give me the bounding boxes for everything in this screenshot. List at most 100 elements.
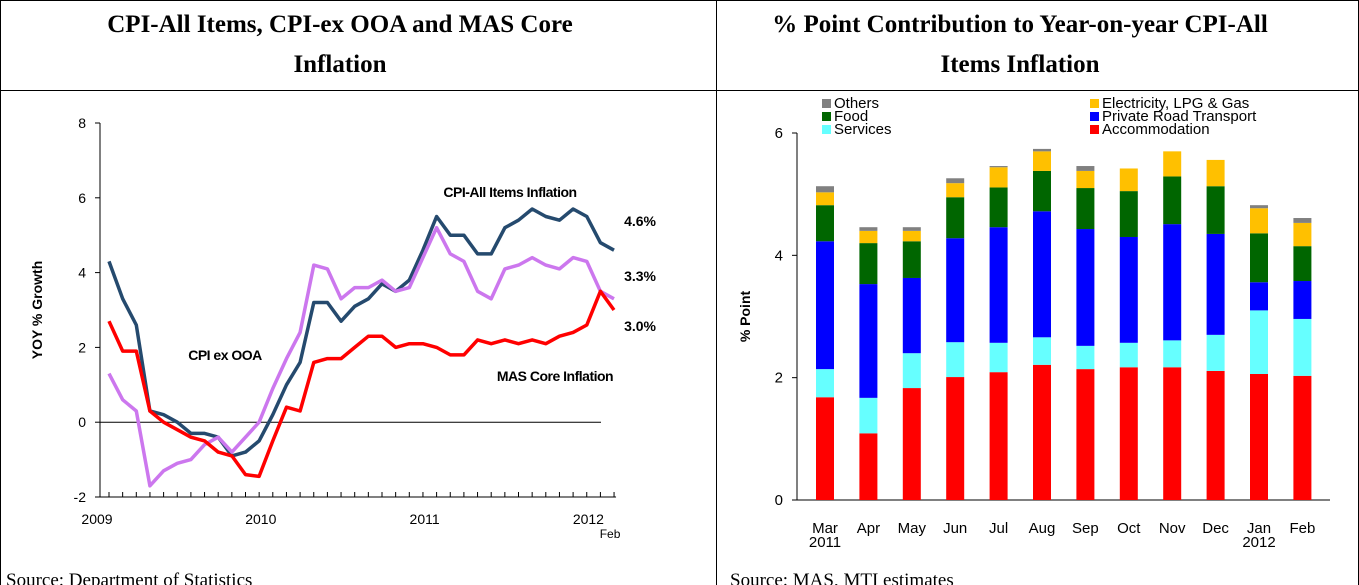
bar-segment <box>1076 345 1095 370</box>
legend-swatch <box>1090 99 1099 108</box>
bar-segment <box>946 342 965 378</box>
bar-segment <box>1293 218 1312 223</box>
bar-segment <box>1033 151 1051 171</box>
x-tick-label: Dec <box>1202 520 1229 537</box>
x-tick-label: Aug <box>1029 520 1056 537</box>
bar-segment <box>1119 367 1138 500</box>
bar-segment <box>902 230 921 242</box>
value-label: 4.6% <box>624 213 656 229</box>
y-tick-label: 0 <box>78 414 86 430</box>
bar-segment <box>1163 176 1182 225</box>
line-series <box>107 225 615 488</box>
bar-segment <box>1119 236 1138 343</box>
chart-title: % Point Contribution to Year-on-year CPI… <box>770 0 1270 90</box>
bar-segment <box>1250 233 1268 283</box>
x-tick-label: Feb <box>600 527 621 541</box>
bar-segment <box>859 284 878 398</box>
legend-swatch <box>1090 125 1099 134</box>
bar-segment <box>1206 233 1225 335</box>
bar-segment <box>1293 318 1312 376</box>
bar-segment <box>816 369 834 398</box>
bar-segment <box>859 397 878 434</box>
bar-segment <box>946 183 965 198</box>
bar-segment <box>989 372 1008 500</box>
legend-label: Accommodation <box>1102 121 1210 138</box>
bar-segment <box>1163 367 1182 500</box>
bar-segment <box>1033 148 1051 152</box>
series-label: MAS Core Inflation <box>497 368 613 384</box>
x-tick-label: Jul <box>989 520 1008 537</box>
y-tick-label: 6 <box>775 125 783 142</box>
legend-label: Private Road Transport <box>1102 108 1257 125</box>
bar-segment <box>816 186 834 193</box>
legend-swatch <box>822 125 831 134</box>
bar-segment <box>816 205 834 242</box>
bar-segment <box>1119 342 1138 368</box>
bar-segment <box>816 241 834 370</box>
x-tick-label: Mar <box>812 520 838 537</box>
bar-segment <box>859 433 878 500</box>
x-tick-label: Apr <box>857 520 880 537</box>
chart-title: CPI-All Items, CPI-ex OOA and MAS Core I… <box>60 0 620 90</box>
source: Source: Department of Statistics <box>6 570 253 585</box>
bar-segment <box>946 377 965 500</box>
bar-segment <box>1033 211 1051 338</box>
line-series <box>107 207 615 458</box>
bar-segment <box>1293 375 1312 500</box>
bar-segment <box>989 227 1008 343</box>
bar-segment <box>1293 246 1312 282</box>
title-text: % Point Contribution to Year-on-year CPI… <box>772 11 1268 78</box>
bar-segment <box>989 166 1008 168</box>
bar-segment <box>816 397 834 500</box>
x-tick-label: 2009 <box>81 511 112 527</box>
bar-segment <box>1033 170 1051 212</box>
bar-segment <box>859 230 878 244</box>
bar-segment <box>946 178 965 184</box>
bar-segment <box>1076 188 1095 230</box>
title-text: CPI-All Items, CPI-ex OOA and MAS Core I… <box>107 11 573 78</box>
y-tick-label: 0 <box>775 492 783 509</box>
series-label: CPI-All Items Inflation <box>443 184 576 200</box>
bar-segment <box>1033 364 1051 500</box>
bar-segment <box>1206 334 1225 371</box>
x-tick-label: 2010 <box>245 511 276 527</box>
y-tick-label: 4 <box>78 265 86 281</box>
x-tick-label: 2012 <box>573 511 604 527</box>
bar-segment <box>946 197 965 239</box>
bar-segment <box>902 277 921 354</box>
y-tick-label: 2 <box>78 339 86 355</box>
bar-segment <box>1163 340 1182 368</box>
x-tick-label: Oct <box>1117 520 1141 537</box>
y-axis-label: % Point <box>737 291 753 343</box>
legend-label: Others <box>834 95 879 112</box>
line-series <box>107 289 616 479</box>
bar-segment <box>1076 229 1095 346</box>
bar-segment <box>1293 281 1312 319</box>
bar-segment <box>1293 222 1312 247</box>
bar-segment <box>1206 186 1225 234</box>
bar-segment <box>816 192 834 206</box>
y-tick-label: 6 <box>78 190 86 206</box>
bar-segment <box>1250 310 1268 374</box>
bar-segment <box>989 342 1008 373</box>
x-tick-label: 2011 <box>410 511 440 527</box>
value-label: 3.3% <box>624 268 656 284</box>
y-tick-label: 8 <box>78 115 86 131</box>
y-tick-label: 2 <box>775 370 783 387</box>
bar-segment <box>989 167 1008 188</box>
bar-segment <box>1163 224 1182 341</box>
y-tick-label: -2 <box>74 489 87 505</box>
bar-segment <box>902 388 921 500</box>
bar-segment <box>1033 337 1051 365</box>
bar-segment <box>902 353 921 389</box>
bar-segment <box>1206 370 1225 500</box>
bar-segment <box>1119 168 1138 192</box>
x-tick-sublabel: 2012 <box>1242 534 1275 551</box>
source: Source: MAS, MTI estimates <box>730 570 954 585</box>
bar-segment <box>1076 166 1095 171</box>
x-tick-sublabel: 2011 <box>809 534 841 551</box>
value-label: 3.0% <box>624 318 656 334</box>
bar-segment <box>859 227 878 231</box>
x-tick-label: Sep <box>1072 520 1099 537</box>
bar-segment <box>902 227 921 231</box>
